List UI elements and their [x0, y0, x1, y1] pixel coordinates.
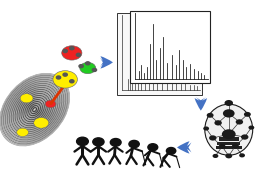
Ellipse shape — [205, 104, 253, 155]
Circle shape — [248, 125, 254, 130]
Circle shape — [70, 47, 74, 50]
Circle shape — [236, 119, 243, 125]
FancyBboxPatch shape — [215, 146, 242, 149]
Circle shape — [203, 126, 209, 131]
Circle shape — [148, 144, 158, 151]
Circle shape — [219, 144, 226, 149]
Circle shape — [76, 53, 81, 56]
FancyBboxPatch shape — [117, 13, 202, 94]
Circle shape — [209, 135, 217, 141]
Circle shape — [110, 139, 121, 146]
Circle shape — [17, 128, 28, 136]
Circle shape — [70, 80, 74, 83]
Circle shape — [213, 154, 218, 158]
Circle shape — [34, 118, 49, 128]
Circle shape — [225, 100, 233, 106]
Circle shape — [222, 129, 236, 139]
Circle shape — [79, 65, 83, 68]
Circle shape — [232, 143, 239, 148]
Circle shape — [239, 153, 245, 157]
FancyBboxPatch shape — [217, 142, 240, 145]
Circle shape — [56, 76, 61, 79]
Circle shape — [129, 140, 139, 148]
Ellipse shape — [0, 73, 70, 146]
Circle shape — [20, 94, 33, 103]
Circle shape — [241, 134, 248, 140]
FancyBboxPatch shape — [219, 137, 239, 141]
Circle shape — [225, 153, 232, 158]
Circle shape — [80, 62, 96, 74]
Circle shape — [207, 113, 214, 118]
Circle shape — [45, 100, 56, 108]
Circle shape — [223, 109, 235, 118]
Circle shape — [77, 137, 88, 146]
Circle shape — [62, 46, 82, 60]
FancyBboxPatch shape — [130, 11, 210, 83]
Circle shape — [63, 73, 67, 76]
Circle shape — [92, 68, 97, 71]
Circle shape — [53, 71, 77, 88]
Circle shape — [167, 148, 176, 154]
Circle shape — [93, 138, 104, 146]
Circle shape — [63, 50, 67, 53]
Circle shape — [244, 112, 251, 117]
Circle shape — [86, 62, 90, 65]
Circle shape — [214, 120, 222, 125]
